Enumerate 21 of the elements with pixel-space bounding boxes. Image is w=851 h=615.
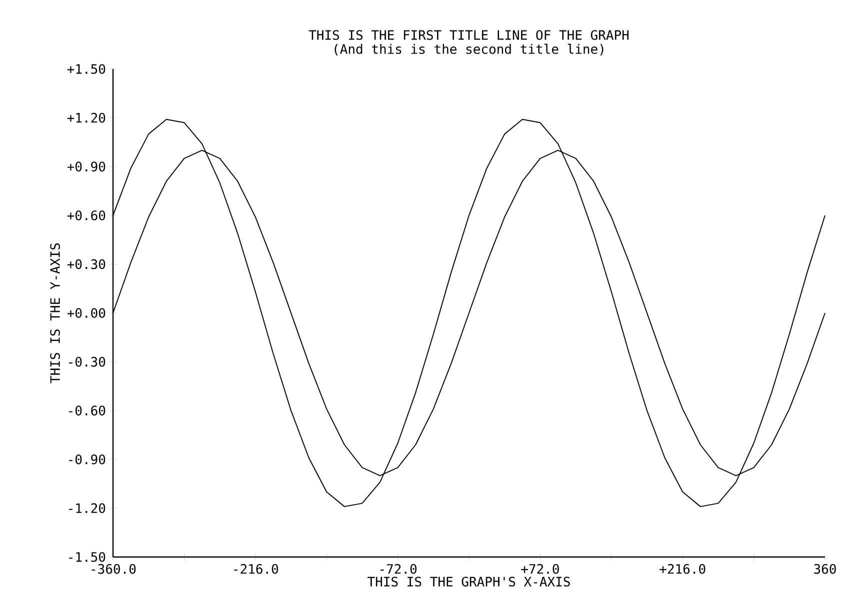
- chart-subtitle: (And this is the second title line): [334, 44, 604, 56]
- x-tick-label: -360.0: [92, 564, 136, 574]
- y-tick-label: -0.90: [69, 454, 106, 464]
- y-axis-title: THIS IS THE Y-AXIS: [50, 243, 60, 384]
- y-tick-label: -1.20: [69, 503, 106, 514]
- x-tick-label: +216.0: [660, 564, 706, 574]
- y-tick-label: +0.30: [67, 259, 106, 270]
- y-tick-label: +0.00: [67, 308, 106, 318]
- y-tick-label: +0.60: [67, 210, 106, 220]
- y-tick-label: -1.50: [69, 552, 106, 562]
- y-tick-label: +1.50: [67, 64, 106, 74]
- x-tick-label: -72.0: [380, 564, 417, 574]
- y-tick-label: -0.30: [69, 356, 106, 367]
- y-tick-label: +1.20: [67, 112, 106, 123]
- y-tick-label: -0.60: [69, 406, 106, 416]
- x-tick-label: 360: [814, 564, 836, 574]
- x-axis-title: THIS IS THE GRAPH'S X-AXIS: [368, 576, 570, 587]
- x-tick-label: -216.0: [234, 564, 278, 574]
- y-tick-label: +0.90: [67, 162, 106, 172]
- x-tick-label: +72.0: [521, 564, 559, 574]
- chart-title: THIS IS THE FIRST TITLE LINE OF THE GRAPH: [308, 30, 629, 40]
